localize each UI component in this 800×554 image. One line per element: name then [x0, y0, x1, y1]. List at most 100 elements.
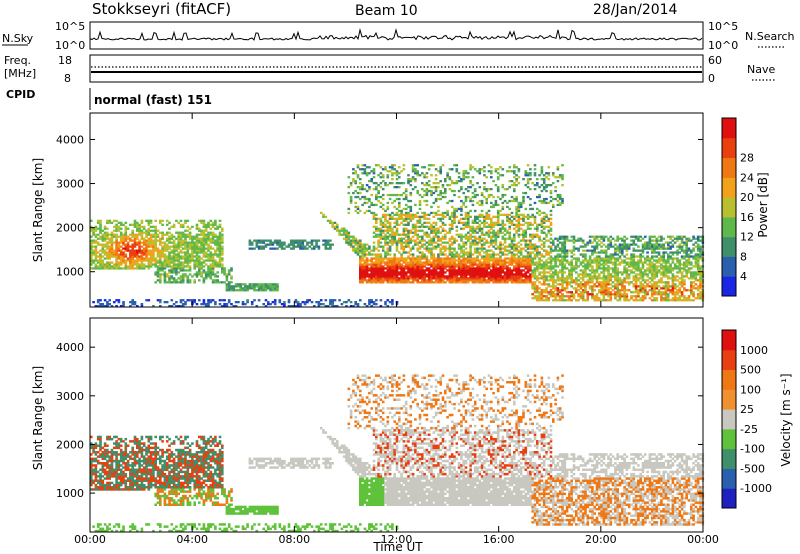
echo-cell	[211, 255, 215, 258]
echo-cell	[340, 227, 344, 230]
echo-cell	[469, 225, 472, 228]
echo-cell	[542, 289, 546, 292]
echo-cell	[492, 267, 495, 270]
echo-cell	[363, 197, 367, 201]
echo-cell	[177, 253, 180, 256]
echo-cell	[409, 247, 413, 250]
echo-cell	[591, 289, 594, 292]
echo-cell	[450, 211, 454, 215]
echo-cell	[161, 241, 164, 244]
echo-cell	[444, 233, 447, 236]
echo-cell	[402, 164, 406, 167]
echo-cell	[319, 211, 323, 215]
echo-cell	[565, 267, 569, 270]
echo-cell	[202, 249, 206, 252]
echo-cell	[593, 257, 596, 260]
echo-cell	[218, 255, 222, 258]
echo-cell	[478, 237, 482, 240]
echo-cell	[469, 197, 472, 201]
echo-cell	[531, 283, 534, 286]
echo-cell	[326, 239, 330, 242]
echo-cell	[381, 176, 385, 179]
echo-cell	[388, 273, 392, 276]
echo-cell	[404, 193, 408, 197]
echo-cell	[188, 259, 192, 262]
echo-cell	[414, 227, 417, 230]
echo-cell	[444, 223, 447, 226]
echo-cell	[216, 265, 219, 268]
echo-cell	[478, 239, 482, 242]
echo-cell	[444, 189, 447, 193]
echo-cell	[407, 269, 410, 272]
echo-cell	[363, 303, 367, 306]
echo-cell	[540, 265, 544, 268]
echo-cell	[393, 275, 396, 278]
echo-cell	[595, 271, 599, 274]
echo-cell	[152, 249, 155, 252]
echo-cell	[533, 245, 537, 248]
echo-cell	[577, 265, 580, 268]
echo-cell	[345, 235, 348, 238]
echo-cell	[473, 231, 477, 234]
echo-cell	[287, 301, 291, 304]
echo-cell	[359, 277, 362, 280]
echo-cell	[480, 191, 484, 195]
echo-cell	[595, 279, 599, 282]
echo-cell	[181, 261, 185, 264]
echo-cell	[379, 277, 383, 280]
echo-cell	[188, 227, 192, 230]
echo-cell	[570, 277, 573, 280]
echo-cell	[609, 275, 613, 278]
echo-cell	[531, 281, 534, 284]
echo-cell	[554, 281, 557, 284]
echo-cell	[421, 166, 424, 169]
echo-cell	[209, 247, 213, 250]
echo-cell	[572, 295, 576, 298]
echo-cell	[586, 259, 590, 262]
echo-cell	[421, 225, 424, 228]
echo-cell	[336, 223, 339, 226]
echo-cell	[168, 265, 171, 268]
echo-cell	[602, 291, 606, 294]
echo-cell	[108, 245, 111, 248]
echo-cell	[361, 168, 364, 171]
echo-cell	[423, 215, 426, 218]
echo-cell	[593, 295, 596, 298]
echo-cell	[99, 223, 102, 226]
echo-cell	[218, 261, 222, 264]
echo-cell	[191, 237, 194, 240]
echo-cell	[446, 247, 449, 250]
echo-cell	[591, 251, 594, 254]
echo-cell	[296, 303, 300, 306]
echo-cell	[467, 225, 470, 228]
echo-cell	[460, 249, 463, 252]
echo-cell	[483, 255, 486, 258]
echo-cell	[184, 273, 187, 276]
echo-cell	[609, 287, 613, 290]
echo-cell	[501, 168, 505, 171]
echo-cell	[570, 279, 573, 282]
echo-cell	[379, 195, 383, 199]
echo-cell	[193, 237, 196, 240]
echo-cell	[204, 303, 208, 306]
echo-cell	[432, 221, 436, 224]
echo-cell	[476, 247, 479, 250]
echo-cell	[299, 305, 302, 308]
echo-cell	[377, 245, 380, 248]
echo-cell	[159, 277, 162, 280]
echo-cell	[404, 188, 408, 191]
echo-cell	[446, 241, 449, 244]
echo-cell	[177, 243, 180, 246]
echo-cell	[538, 287, 541, 290]
echo-cell	[129, 301, 132, 304]
echo-cell	[147, 299, 151, 302]
echo-cell	[365, 184, 369, 187]
echo-cell	[145, 243, 148, 246]
echo-cell	[400, 209, 403, 213]
echo-cell	[598, 263, 601, 266]
echo-cell	[480, 269, 484, 272]
echo-cell	[565, 275, 569, 278]
echo-cell	[614, 291, 617, 294]
echo-cell	[519, 281, 523, 284]
echo-cell	[533, 217, 537, 220]
